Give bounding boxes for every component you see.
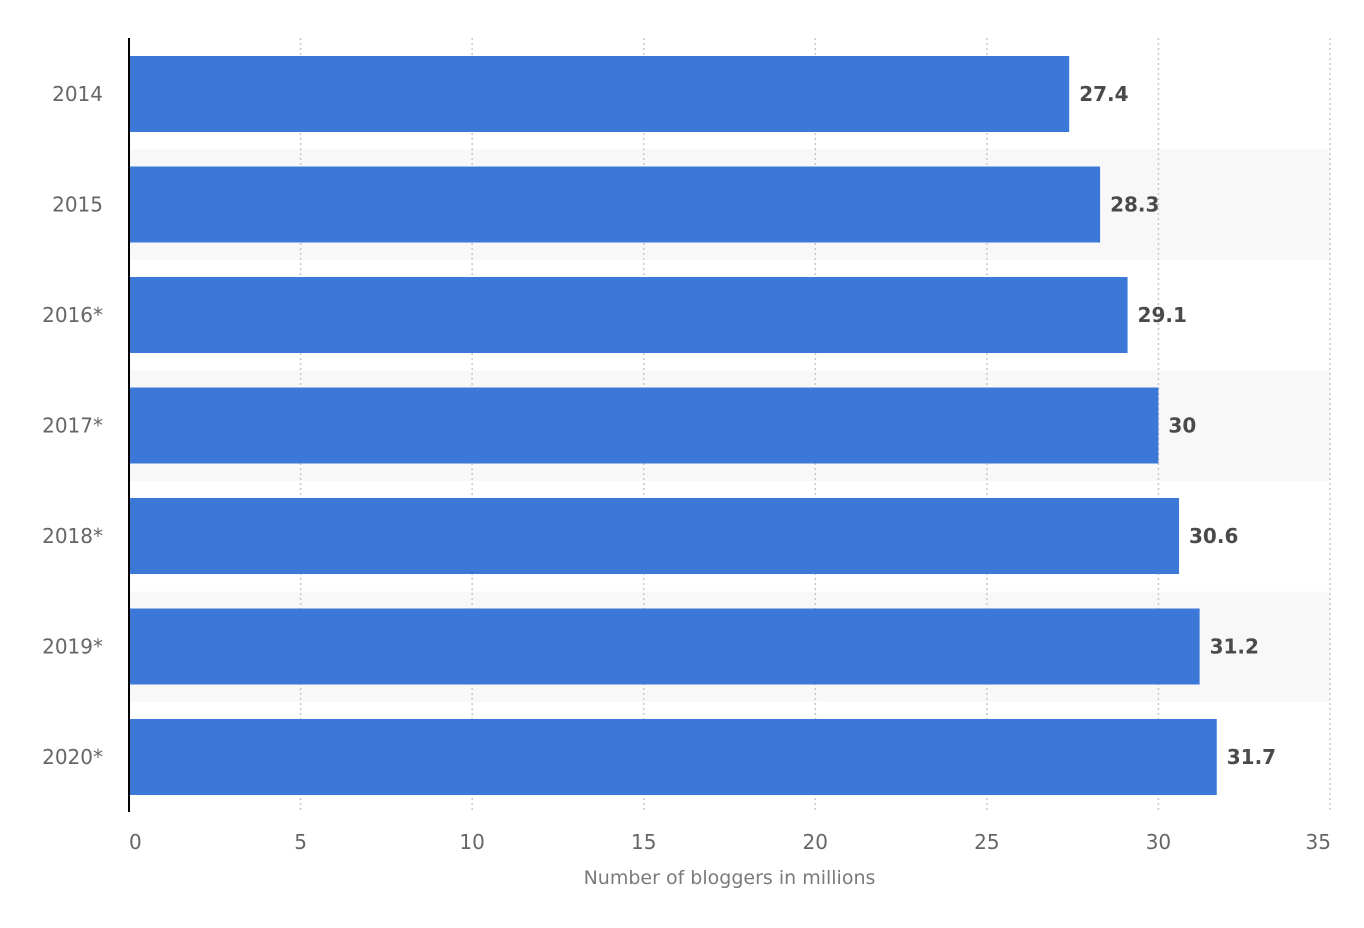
bar[interactable] xyxy=(129,498,1180,574)
x-tick-label: 30 xyxy=(1146,830,1171,854)
category-label: 2019* xyxy=(42,635,103,659)
category-label: 2015 xyxy=(52,193,103,217)
x-tick-label: 10 xyxy=(459,830,484,854)
bars xyxy=(129,56,1217,795)
x-tick-label: 20 xyxy=(803,830,828,854)
category-label: 2016* xyxy=(42,303,103,327)
data-label: 27.4 xyxy=(1079,82,1128,106)
data-label: 28.3 xyxy=(1110,193,1159,217)
bar[interactable] xyxy=(129,166,1101,243)
x-axis-title: Number of bloggers in millions xyxy=(584,867,876,889)
data-label: 29.1 xyxy=(1138,303,1187,327)
x-tick-label: 25 xyxy=(974,830,999,854)
data-label: 31.2 xyxy=(1210,635,1259,659)
category-label: 2020* xyxy=(42,745,103,769)
bar[interactable] xyxy=(129,56,1070,132)
data-label: 30.6 xyxy=(1189,524,1238,548)
category-labels: 2014 2015 2016* 2017* 2018* 2019* 2020* xyxy=(42,82,103,769)
x-tick-label: 35 xyxy=(1306,830,1331,854)
x-tick-labels: 0 5 10 15 20 25 30 35 xyxy=(129,830,1331,854)
category-label: 2018* xyxy=(42,524,103,548)
x-tick-label: 5 xyxy=(294,830,307,854)
bar[interactable] xyxy=(129,387,1159,464)
bar[interactable] xyxy=(129,719,1217,795)
data-label: 30 xyxy=(1168,414,1196,438)
value-labels: 27.4 28.3 29.1 30 30.6 31.2 31.7 xyxy=(1079,82,1276,769)
bar[interactable] xyxy=(129,277,1128,353)
x-tick-label: 0 xyxy=(129,830,142,854)
data-label: 31.7 xyxy=(1227,745,1276,769)
bar[interactable] xyxy=(129,608,1200,685)
category-label: 2014 xyxy=(52,82,103,106)
x-tick-label: 15 xyxy=(631,830,656,854)
category-label: 2017* xyxy=(42,414,103,438)
